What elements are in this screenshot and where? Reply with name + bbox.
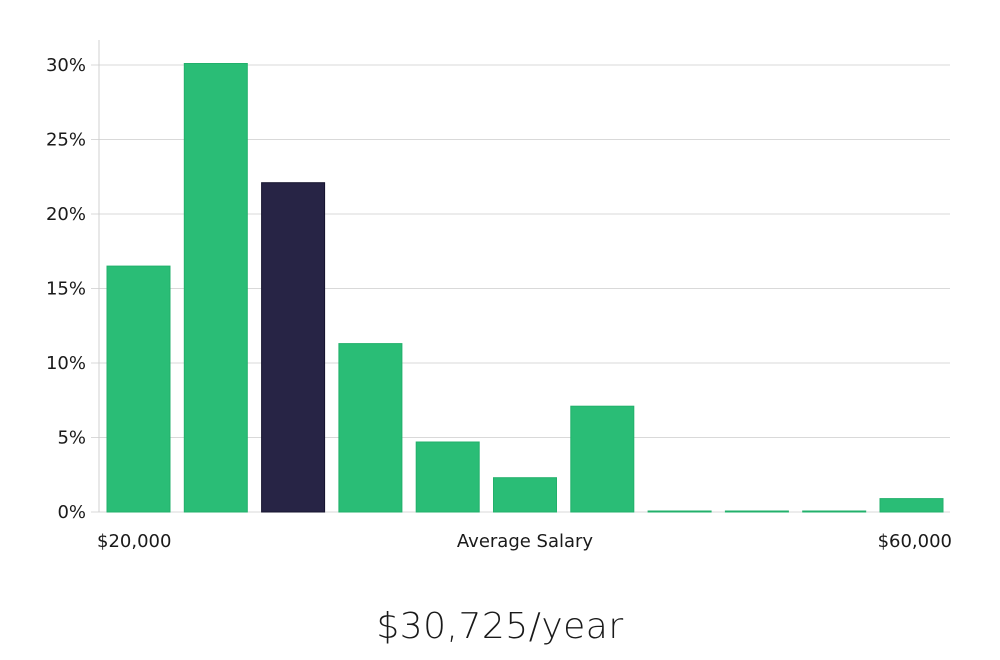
y-tick-label: 15% <box>46 279 86 300</box>
y-tick-label: 0% <box>57 502 86 523</box>
bar <box>493 477 557 513</box>
average-salary-value: $30,725/year <box>376 606 624 647</box>
y-tick-label: 10% <box>46 353 86 374</box>
y-tick-label: 30% <box>46 55 86 76</box>
bar <box>647 510 712 513</box>
y-tick-label: 20% <box>46 204 86 225</box>
bar <box>879 498 944 513</box>
y-tick-labels: 0% 5% 10% 15% 20% 25% 30% <box>46 55 86 523</box>
y-tick-label: 25% <box>46 130 86 151</box>
highlighted-bar <box>261 182 326 513</box>
salary-histogram: 0% 5% 10% 15% 20% 25% 30% $20,000 Average Sala… <box>46 40 952 552</box>
bar <box>724 510 789 513</box>
bars <box>106 63 944 513</box>
bar <box>183 63 248 513</box>
x-min-label: $20,000 <box>97 531 171 552</box>
y-tick-label: 5% <box>57 428 86 449</box>
bar <box>802 510 867 513</box>
x-axis-title: Average Salary <box>457 531 594 552</box>
x-max-label: $60,000 <box>878 531 952 552</box>
bar <box>415 441 480 513</box>
bar <box>338 343 403 513</box>
bar <box>570 405 635 513</box>
bar <box>106 265 171 513</box>
